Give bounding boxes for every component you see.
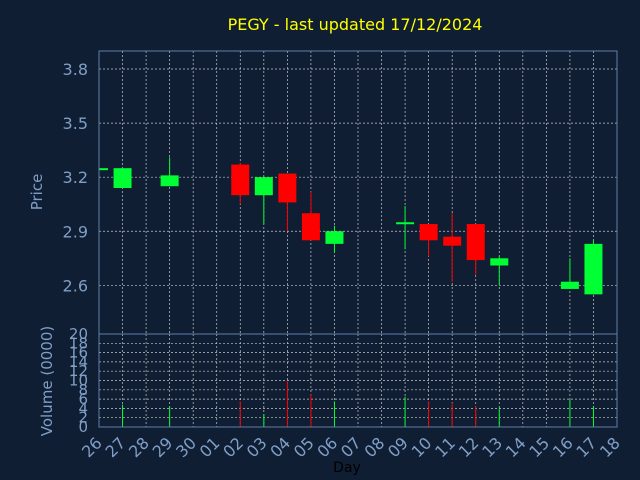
price-grid [98, 51, 618, 334]
candle-body [301, 213, 320, 241]
volume-y-tick-label: 12 [69, 362, 88, 380]
candle-body [560, 281, 579, 289]
candle-body [584, 243, 603, 295]
x-tick-labels: 2627282930010203040506070809101112131415… [78, 433, 624, 461]
candle-body [99, 168, 108, 171]
chart-title: PEGY - last updated 17/12/2024 [228, 15, 483, 34]
candle-27 [113, 168, 132, 188]
candle-body [443, 236, 462, 246]
candle-10 [419, 224, 438, 257]
volume-y-tick-label: 18 [69, 334, 88, 352]
candle-29 [160, 157, 179, 187]
volume-y-tick-label: 6 [78, 390, 88, 408]
candle-16 [560, 258, 579, 289]
volume-y-tick-label: 10 [69, 372, 88, 390]
candle-02 [231, 162, 250, 205]
candlestick-series [98, 157, 603, 295]
candle-13 [490, 256, 509, 286]
volume-y-tick-label: 8 [78, 381, 88, 399]
volume-y-tick-label: 14 [69, 353, 88, 371]
candle-04 [278, 173, 297, 232]
candle-body [325, 231, 344, 244]
candle-body [113, 168, 132, 188]
price-y-tick-label: 2.6 [63, 276, 88, 295]
candle-26 [98, 168, 108, 171]
candle-09 [396, 206, 415, 250]
candle-body [466, 224, 485, 261]
volume-y-tick-label: 2 [78, 409, 88, 427]
candle-12 [466, 224, 485, 275]
candle-05 [301, 191, 320, 241]
volume-y-tick-label: 0 [78, 418, 88, 436]
candle-body [231, 164, 250, 196]
volume-axis-label: Volume (0000) [38, 326, 56, 436]
volume-grid [98, 333, 618, 428]
price-y-tick-labels: 2.6 2.9 3.2 3.5 3.8 [63, 60, 88, 295]
candle-06 [325, 225, 344, 253]
candle-body [278, 173, 297, 203]
volume-y-tick-label: 4 [78, 399, 88, 417]
volume-series [122, 381, 594, 427]
price-y-tick-label: 3.2 [63, 168, 88, 187]
candle-body [396, 222, 415, 225]
price-y-tick-label: 2.9 [63, 222, 88, 241]
candle-03 [254, 177, 273, 225]
x-axis-label: Day [333, 460, 361, 476]
candle-body [160, 175, 179, 187]
price-axis-label: Price [28, 174, 46, 211]
candle-body [419, 224, 438, 241]
price-y-tick-label: 3.5 [63, 114, 88, 133]
candle-body [254, 177, 273, 196]
candle-11 [443, 213, 462, 282]
candle-body [490, 258, 509, 266]
price-y-tick-label: 3.8 [63, 60, 88, 79]
volume-y-tick-label: 16 [69, 344, 88, 362]
volume-y-tick-label: 20 [69, 325, 88, 343]
volume-plot-frame [98, 333, 618, 428]
x-tick-label: 18 [596, 433, 624, 461]
candle-17 [584, 240, 603, 295]
